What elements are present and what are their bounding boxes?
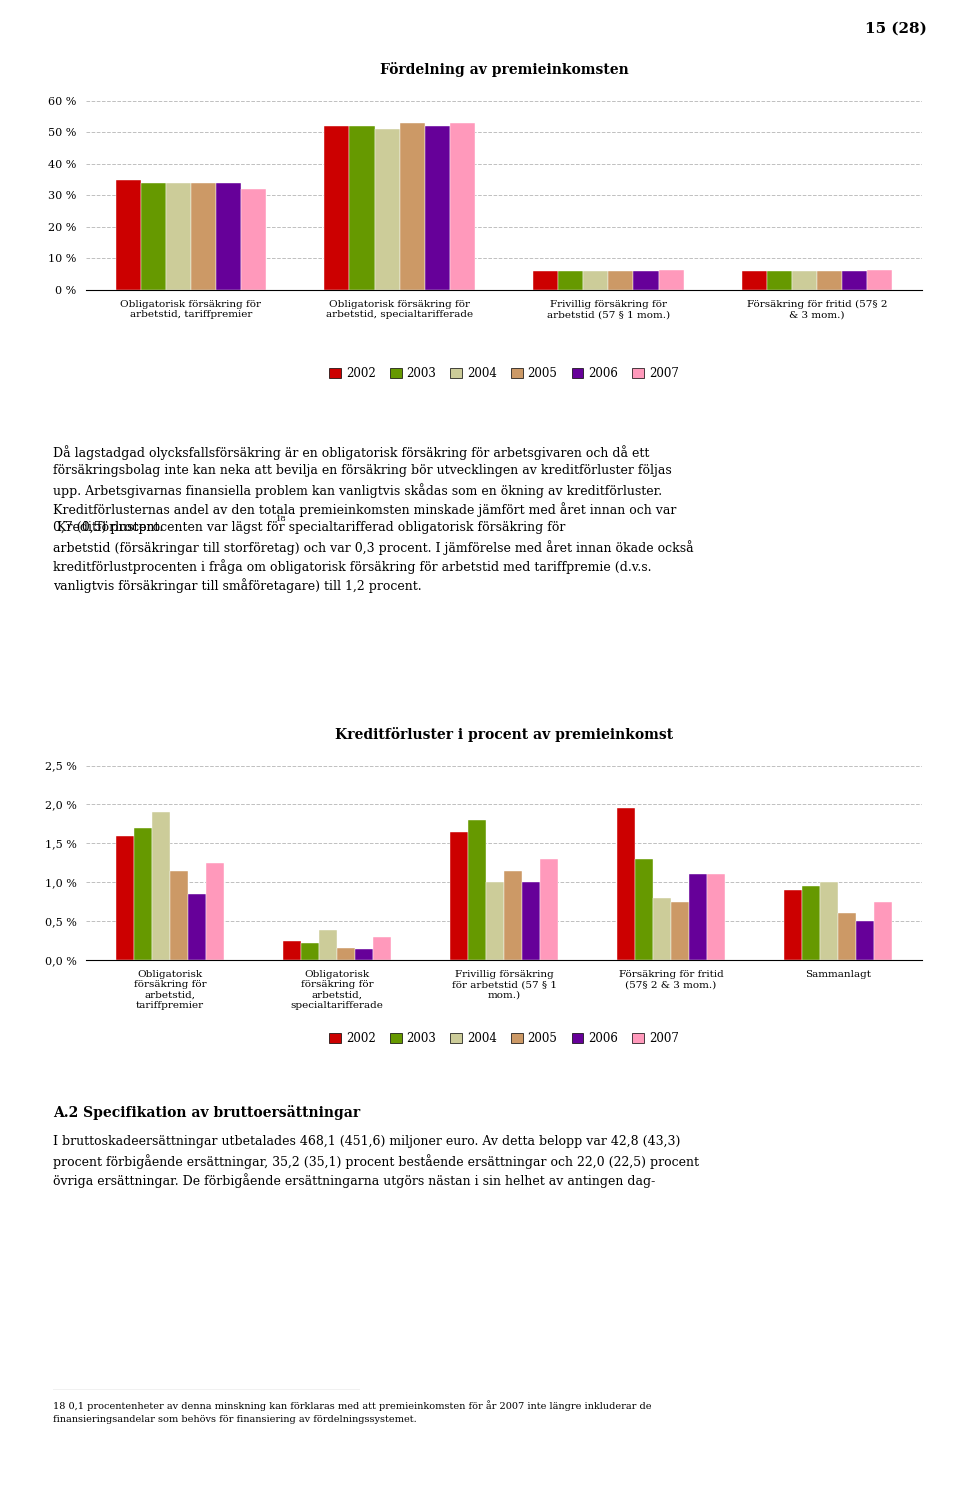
Bar bbox=[792, 270, 817, 290]
Legend: 2002, 2003, 2004, 2005, 2006, 2007: 2002, 2003, 2004, 2005, 2006, 2007 bbox=[324, 1027, 684, 1051]
Bar bbox=[802, 886, 820, 960]
Bar bbox=[659, 269, 684, 290]
Text: Kreditförlusternas andel av den totala premieinkomsten minskade jämfört med året: Kreditförlusternas andel av den totala p… bbox=[53, 502, 676, 517]
Bar bbox=[115, 835, 133, 960]
Text: övriga ersättningar. De förbigående ersättningarna utgörs nästan i sin helhet av: övriga ersättningar. De förbigående ersä… bbox=[53, 1172, 655, 1187]
Bar bbox=[653, 898, 671, 960]
Bar bbox=[319, 930, 337, 960]
Bar bbox=[374, 129, 399, 290]
Bar bbox=[337, 948, 355, 960]
Text: 18 0,1 procentenheter av denna minskning kan förklaras med att premieinkomsten f: 18 0,1 procentenheter av denna minskning… bbox=[53, 1400, 651, 1410]
Bar bbox=[767, 270, 792, 290]
Bar bbox=[867, 269, 893, 290]
Title: Kreditförluster i procent av premieinkomst: Kreditförluster i procent av premieinkom… bbox=[335, 727, 673, 742]
Text: procent förbigående ersättningar, 35,2 (35,1) procent bestående ersättningar och: procent förbigående ersättningar, 35,2 (… bbox=[53, 1155, 699, 1169]
Bar bbox=[373, 936, 392, 960]
Bar bbox=[216, 183, 241, 290]
Text: finansieringsandelar som behövs för finansiering av fördelningssystemet.: finansieringsandelar som behövs för fina… bbox=[53, 1415, 417, 1424]
Bar bbox=[424, 126, 449, 290]
Legend: 2002, 2003, 2004, 2005, 2006, 2007: 2002, 2003, 2004, 2005, 2006, 2007 bbox=[324, 363, 684, 385]
Text: upp. Arbetsgivarnas finansiella problem kan vanligtvis skådas som en ökning av k: upp. Arbetsgivarnas finansiella problem … bbox=[53, 483, 662, 498]
Bar bbox=[671, 902, 689, 960]
Bar bbox=[635, 859, 653, 960]
Bar bbox=[817, 270, 842, 290]
Bar bbox=[820, 883, 838, 960]
Bar bbox=[133, 828, 152, 960]
Bar bbox=[533, 270, 559, 290]
Bar bbox=[689, 874, 708, 960]
Bar bbox=[324, 126, 349, 290]
Bar bbox=[708, 874, 726, 960]
Bar bbox=[152, 813, 170, 960]
Title: Fördelning av premieinkomsten: Fördelning av premieinkomsten bbox=[379, 62, 629, 77]
Bar bbox=[449, 832, 468, 960]
Bar bbox=[241, 189, 266, 290]
Bar bbox=[875, 902, 893, 960]
Bar bbox=[742, 270, 767, 290]
Bar bbox=[188, 895, 206, 960]
Bar bbox=[300, 944, 319, 960]
Bar bbox=[486, 883, 504, 960]
Bar bbox=[856, 921, 875, 960]
Bar bbox=[141, 183, 166, 290]
Text: I bruttoskadeersättningar utbetalades 468,1 (451,6) miljoner euro. Av detta belo: I bruttoskadeersättningar utbetalades 46… bbox=[53, 1135, 681, 1149]
Text: 15 (28): 15 (28) bbox=[865, 22, 926, 36]
Bar bbox=[349, 126, 374, 290]
Bar bbox=[355, 950, 373, 960]
Bar bbox=[399, 123, 424, 290]
Bar bbox=[468, 820, 486, 960]
Bar bbox=[191, 183, 216, 290]
Bar bbox=[842, 270, 867, 290]
Text: arbetstid (försäkringar till storföretag) och var 0,3 procent. I jämförelse med : arbetstid (försäkringar till storföretag… bbox=[53, 539, 693, 554]
Bar bbox=[540, 859, 559, 960]
Text: vanligtvis försäkringar till småföretagare) till 1,2 procent.: vanligtvis försäkringar till småföretaga… bbox=[53, 578, 421, 593]
Text: kreditförlustprocenten i fråga om obligatorisk försäkring för arbetstid med tari: kreditförlustprocenten i fråga om obliga… bbox=[53, 559, 651, 574]
Bar bbox=[115, 180, 141, 290]
Text: Kreditförlustprocenten var lägst för specialtarifferad obligatorisk försäkring f: Kreditförlustprocenten var lägst för spe… bbox=[53, 522, 565, 533]
Bar bbox=[783, 890, 802, 960]
Bar bbox=[206, 863, 225, 960]
Bar bbox=[170, 871, 188, 960]
Text: A.2 Specifikation av bruttoersättningar: A.2 Specifikation av bruttoersättningar bbox=[53, 1106, 360, 1120]
Bar bbox=[166, 183, 191, 290]
Bar bbox=[634, 270, 659, 290]
Text: 0,7 (0,5) procent.: 0,7 (0,5) procent. bbox=[53, 522, 163, 533]
Bar bbox=[559, 270, 584, 290]
Bar bbox=[584, 270, 609, 290]
Bar bbox=[282, 941, 300, 960]
Bar bbox=[838, 914, 856, 960]
Bar bbox=[522, 883, 540, 960]
Bar bbox=[504, 871, 522, 960]
Text: 18: 18 bbox=[276, 516, 286, 523]
Bar bbox=[449, 123, 475, 290]
Text: Då lagstadgad olycksfallsförsäkring är en obligatorisk försäkring för arbetsgiva: Då lagstadgad olycksfallsförsäkring är e… bbox=[53, 444, 649, 459]
Text: försäkringsbolag inte kan neka att bevilja en försäkring bör utvecklingen av kre: försäkringsbolag inte kan neka att bevil… bbox=[53, 464, 672, 477]
Bar bbox=[616, 808, 635, 960]
Bar bbox=[609, 270, 634, 290]
